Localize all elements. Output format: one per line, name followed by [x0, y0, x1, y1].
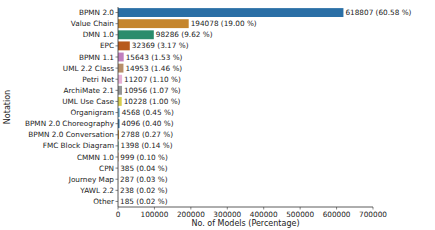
category-label: Organigram	[70, 108, 114, 117]
category-label: UML 2.2 Class	[63, 64, 114, 73]
data-label: 10956 (1.07 %)	[124, 86, 181, 95]
data-label: 15643 (1.53 %)	[126, 53, 183, 62]
x-tick-label: 300000	[213, 210, 241, 219]
category-label: CMMN 1.0	[77, 153, 114, 162]
data-label: 11207 (1.10 %)	[124, 75, 181, 84]
category-label: BPMN 2.0	[79, 8, 114, 17]
category-label: ArchiMate 2.1	[63, 86, 114, 95]
data-label: 10228 (1.00 %)	[124, 97, 181, 106]
x-tick-label: 400000	[250, 210, 278, 219]
bar	[118, 86, 122, 95]
data-label: 14953 (1.46 %)	[125, 64, 182, 73]
data-label: 1398 (0.14 %)	[121, 141, 173, 150]
category-label: FMC Block Diagram	[43, 141, 114, 150]
data-label: 287 (0.03 %)	[120, 175, 168, 184]
bar	[118, 30, 154, 39]
category-label: BPMN 2.0 Choreography	[25, 119, 115, 128]
x-tick-label: 600000	[323, 210, 351, 219]
bar	[118, 64, 123, 73]
x-axis	[118, 207, 373, 208]
category-label: DMN 1.0	[83, 30, 115, 39]
bars	[118, 8, 343, 206]
x-axis-label: No. of Models (Percentage)	[191, 219, 299, 228]
data-label: 385 (0.04 %)	[120, 164, 168, 173]
category-label: Other	[93, 197, 114, 206]
chart: BPMN 2.0 618807 (60.58 %) Value Chain 19407…	[0, 0, 435, 230]
data-label: 185 (0.02 %)	[120, 197, 168, 206]
bar	[118, 97, 122, 106]
data-label: 2788 (0.27 %)	[121, 130, 173, 139]
category-label: BPMN 2.0 Conversation	[28, 130, 114, 139]
x-tick-label: 200000	[177, 210, 205, 219]
category-label: BPMN 1.1	[79, 53, 114, 62]
category-label: UML Use Case	[62, 97, 114, 106]
bar	[118, 75, 122, 84]
data-label: 4096 (0.40 %)	[121, 119, 173, 128]
x-tick-label: 500000	[286, 210, 314, 219]
data-label: 98286 (9.62 %)	[156, 30, 213, 39]
data-label: 4568 (0.45 %)	[122, 108, 174, 117]
bar	[118, 8, 343, 17]
data-label: 238 (0.02 %)	[120, 186, 168, 195]
bar	[118, 41, 130, 50]
data-label: 999 (0.10 %)	[120, 153, 168, 162]
category-label: EPC	[100, 41, 114, 50]
category-label: Value Chain	[71, 19, 114, 28]
bar	[118, 19, 189, 28]
category-label: Journey Map	[68, 175, 115, 184]
category-label: Petri Net	[82, 75, 114, 84]
x-tick-label: 700000	[359, 210, 387, 219]
data-label: 194078 (19.00 %)	[191, 19, 257, 28]
bar	[118, 53, 124, 62]
category-label: CPN	[99, 164, 114, 173]
x-tick-label: 100000	[140, 210, 168, 219]
x-tick-label: 0	[116, 210, 121, 219]
category-label: YAWL 2.2	[79, 186, 114, 195]
data-label: 32369 (3.17 %)	[132, 41, 189, 50]
y-axis-label: Notation	[3, 90, 12, 124]
data-label: 618807 (60.58 %)	[345, 8, 411, 17]
y-axis	[118, 7, 119, 207]
